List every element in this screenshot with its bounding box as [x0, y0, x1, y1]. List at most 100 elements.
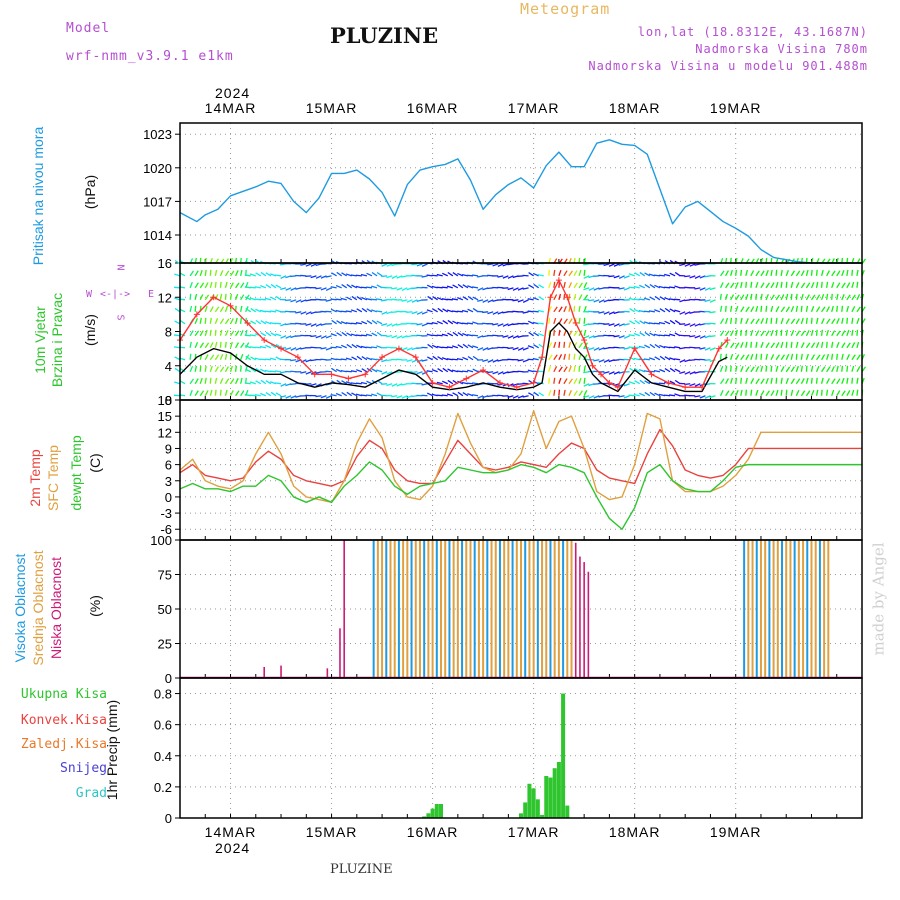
wind-barb [593, 359, 600, 362]
product-title: Meteogram [520, 0, 611, 18]
low-cloud-bar [583, 562, 585, 678]
wind-barb [588, 299, 595, 302]
wind-barb [856, 389, 859, 396]
wind-barb [805, 390, 811, 397]
wind-barb [724, 305, 727, 312]
wind-barb [709, 287, 716, 291]
cloud-bar [810, 540, 813, 678]
wind-barb [255, 380, 262, 385]
wind-barb [194, 293, 198, 300]
wind-barb [512, 299, 519, 302]
wind-barb [335, 298, 342, 301]
wind-barb [280, 371, 287, 374]
wind-barb [628, 346, 635, 349]
wind-barb [290, 299, 297, 303]
wind-barb [780, 269, 783, 276]
wind-barb [356, 369, 363, 373]
wind-barb [654, 392, 661, 397]
wind-barb [406, 322, 413, 325]
wind-barb [330, 346, 337, 349]
wind-barb [437, 368, 444, 373]
wind-barb [310, 346, 317, 349]
wind-barb [785, 354, 790, 361]
wind-barb [780, 389, 783, 396]
wind-barb [725, 390, 730, 397]
cloud-bar [541, 540, 544, 678]
wind-barb [245, 296, 252, 301]
wind-barb [259, 345, 267, 349]
wind-barb [831, 293, 833, 300]
wind-barb [633, 357, 640, 361]
wind-barb [537, 322, 544, 325]
wind-barb [285, 323, 292, 326]
wind-barb [628, 394, 635, 397]
wind-barb [674, 309, 681, 313]
wind-barb [391, 263, 398, 267]
wind-barb [533, 283, 540, 289]
wind-barb [750, 306, 755, 313]
wind-barb [507, 287, 514, 291]
wind-barb [376, 271, 383, 277]
wind-barb [603, 347, 610, 350]
wind-barb [446, 358, 453, 361]
wind-barb [275, 333, 282, 337]
wind-barb [785, 377, 789, 384]
wind-barb [664, 367, 671, 373]
wind-barb [755, 378, 760, 385]
wind-barb [234, 270, 239, 277]
wind-barb [386, 263, 393, 267]
wind-barb [174, 259, 181, 265]
wind-barb [214, 317, 219, 325]
wind-barb [825, 281, 829, 288]
wind-barb [669, 380, 676, 385]
wind-barb [512, 383, 519, 387]
wind-barb [735, 282, 739, 289]
wind-barb [593, 335, 600, 338]
wind-barb [507, 275, 514, 279]
wind-barb [466, 382, 474, 385]
wind-barb [346, 391, 353, 397]
wind-label-line2: Brzina i Pravac [49, 292, 65, 388]
wind-barb [350, 322, 357, 325]
cloud-bar [520, 540, 522, 678]
wind-barb [330, 286, 337, 289]
wind-barb [760, 330, 765, 337]
wind-barb [249, 273, 256, 277]
wind-barb [452, 331, 459, 337]
wind-barb [770, 294, 775, 301]
wind-barb [785, 318, 790, 325]
cloud-bar [498, 540, 501, 678]
wind-barb [689, 323, 696, 327]
wind-barb [199, 294, 204, 301]
wind-barb [679, 334, 686, 337]
wind-barb [770, 354, 775, 361]
wind-barb [330, 394, 337, 397]
wind-barb [856, 366, 861, 373]
wind-barb [224, 281, 228, 289]
wind-barb [360, 394, 367, 397]
wind-barb [770, 365, 773, 372]
wind-barb [719, 282, 724, 289]
wind-barb [214, 377, 218, 384]
wind-barb [426, 322, 433, 325]
wind-barb [810, 317, 813, 324]
wind-barb [553, 377, 556, 384]
cloud-bar [448, 540, 451, 678]
wind-barb [391, 298, 398, 301]
wind-barb [355, 382, 362, 385]
wind-barb [578, 342, 584, 349]
wind-barb [805, 342, 811, 349]
wind-barb [603, 263, 610, 267]
cloud-bar [549, 540, 552, 678]
wind-barb [658, 321, 666, 325]
wind-barb [563, 353, 566, 360]
wind-barb [446, 285, 453, 289]
wind-barb [820, 377, 824, 384]
wind-barb [366, 308, 373, 313]
wind-barb [805, 330, 810, 337]
wind-barb [265, 272, 272, 277]
wind-barb [810, 377, 813, 384]
wind-barb [305, 311, 312, 315]
wind-barb [613, 335, 620, 338]
wind-barb [280, 395, 287, 398]
